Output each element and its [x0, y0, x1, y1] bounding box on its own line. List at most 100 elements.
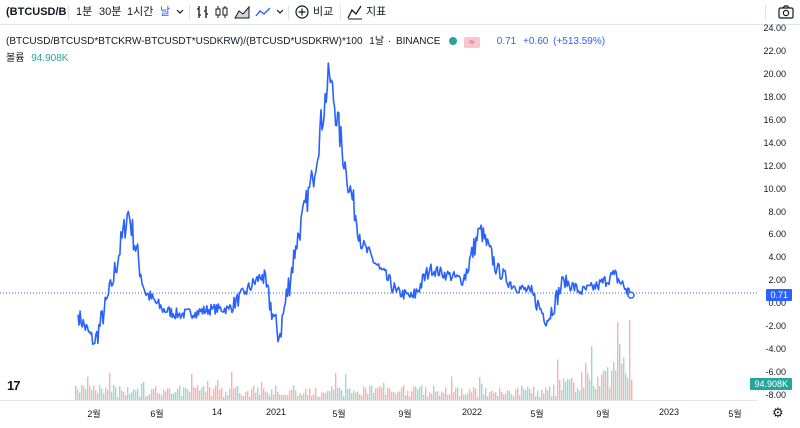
- compare-button[interactable]: 비교: [313, 6, 334, 18]
- volume-bar: [311, 395, 313, 400]
- price-tick-label: 22.00: [763, 45, 786, 56]
- volume-bar: [569, 379, 571, 400]
- volume-bar: [101, 388, 103, 400]
- volume-bar: [407, 390, 409, 400]
- volume-bar: [383, 382, 385, 400]
- volume-bar: [357, 391, 359, 400]
- interval-1m-button[interactable]: 1분: [76, 6, 93, 18]
- volume-bar: [523, 388, 525, 400]
- interval-1h-button[interactable]: 1시간: [127, 6, 154, 18]
- volume-bar: [475, 388, 477, 400]
- volume-bar: [567, 378, 569, 400]
- market-status-icon[interactable]: [449, 37, 458, 45]
- volume-bar: [317, 396, 319, 400]
- volume-bar: [337, 387, 339, 400]
- volume-bar: [117, 396, 119, 400]
- volume-bar: [93, 385, 95, 400]
- volume-bar: [329, 391, 331, 400]
- indicators-button[interactable]: 지표: [366, 6, 387, 18]
- volume-bar: [169, 388, 171, 400]
- volume-bar: [107, 389, 109, 400]
- series-formula[interactable]: (BTCUSD/BTCUSD*BTCKRW-BTCUSDT*USDKRW)/(B…: [6, 36, 363, 47]
- settings-gear-icon[interactable]: ⚙: [772, 405, 784, 420]
- volume-bar: [431, 393, 433, 400]
- time-tick-label: 6월: [150, 409, 164, 419]
- area-chart-icon[interactable]: [234, 0, 250, 24]
- volume-bar: [389, 388, 391, 400]
- series-change-pct: (+513.59%): [553, 36, 606, 47]
- last-point-marker: [627, 291, 635, 299]
- volume-bar: [219, 389, 221, 400]
- volume-bar: [451, 376, 453, 400]
- current-value-badge: 0.71: [766, 289, 792, 302]
- volume-bar: [469, 389, 471, 400]
- chart-pane[interactable]: [0, 25, 757, 400]
- volume-bar: [315, 387, 317, 400]
- volume-bar: [495, 391, 497, 400]
- volume-bar: [363, 386, 365, 400]
- toolbar-divider: [189, 5, 190, 20]
- volume-bar: [173, 393, 175, 400]
- line-chart-icon[interactable]: [255, 0, 271, 24]
- volume-bar: [335, 373, 337, 400]
- camera-icon[interactable]: [778, 0, 794, 24]
- volume-bar: [77, 389, 79, 400]
- data-mode-badge-icon[interactable]: ≈: [463, 37, 480, 48]
- volume-bar: [367, 393, 369, 400]
- bars-chart-icon[interactable]: [196, 0, 210, 24]
- candles-chart-icon[interactable]: [215, 0, 229, 24]
- volume-bar: [195, 387, 197, 400]
- volume-bar: [285, 394, 287, 400]
- volume-bar: [571, 377, 573, 400]
- volume-bar: [307, 394, 309, 400]
- volume-bar: [213, 388, 215, 400]
- chart-type-chevron-icon[interactable]: [276, 0, 284, 24]
- volume-bar: [261, 382, 263, 400]
- volume-bar: [249, 396, 251, 400]
- tradingview-logo-icon[interactable]: 17: [7, 378, 21, 393]
- interval-day-button[interactable]: 날: [160, 6, 171, 18]
- volume-bar: [577, 388, 579, 400]
- interval-30m-button[interactable]: 30분: [99, 6, 122, 18]
- volume-bar: [435, 391, 437, 400]
- volume-bar: [615, 370, 617, 400]
- volume-bar: [85, 389, 87, 400]
- volume-bar: [387, 387, 389, 400]
- volume-bar: [227, 395, 229, 400]
- volume-bar: [557, 359, 559, 400]
- volume-bar: [491, 390, 493, 400]
- volume-bar: [343, 396, 345, 400]
- volume-bar: [83, 386, 85, 400]
- volume-bar: [327, 390, 329, 400]
- indicators-icon[interactable]: [347, 0, 363, 24]
- time-tick-label: 2021: [265, 407, 287, 417]
- volume-legend-label[interactable]: 볼륨: [6, 53, 25, 64]
- interval-dropdown-chevron-icon[interactable]: [176, 0, 184, 24]
- price-tick-label: 14.00: [763, 137, 786, 148]
- price-tick-label: 24.00: [763, 23, 786, 33]
- volume-bar: [521, 385, 523, 400]
- volume-bar: [413, 386, 415, 400]
- volume-bar: [373, 392, 375, 400]
- volume-bar: [539, 396, 541, 400]
- volume-legend-value: 94.908K: [31, 53, 69, 64]
- price-tick-label: 2.00: [768, 275, 786, 286]
- compare-plus-icon[interactable]: [295, 0, 309, 24]
- symbol-search[interactable]: (BTCUSD/BTC: [6, 6, 66, 18]
- volume-bar: [347, 389, 349, 400]
- volume-bar: [325, 393, 327, 400]
- volume-bar: [445, 387, 447, 400]
- series-line[interactable]: [77, 62, 632, 345]
- price-axis[interactable]: 24.00 22.00 20.00 18.00 16.00 14.00 12.00 10.00…: [750, 23, 800, 400]
- volume-bar: [279, 394, 281, 400]
- price-tick-label: -4.00: [765, 344, 786, 355]
- volume-bar: [253, 385, 255, 400]
- volume-bar: [323, 392, 325, 400]
- volume-bar: [153, 388, 155, 400]
- volume-bar: [281, 395, 283, 400]
- volume-bar: [399, 391, 401, 400]
- volume-bar: [143, 381, 145, 400]
- time-axis[interactable]: 2월 6월 14 2021 5월 9월 2022 5월 9월 2023 5월: [0, 400, 757, 428]
- time-tick-label: 5월: [728, 409, 742, 419]
- volume-bar: [133, 389, 135, 400]
